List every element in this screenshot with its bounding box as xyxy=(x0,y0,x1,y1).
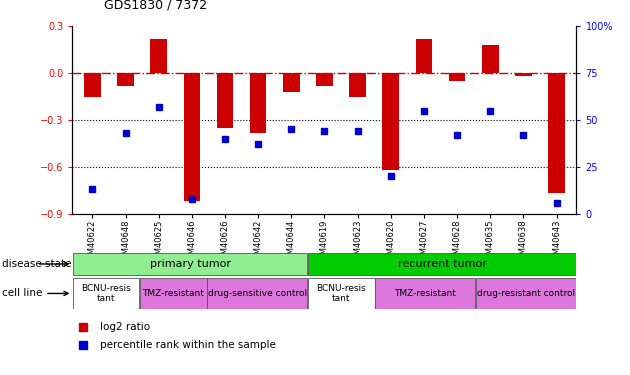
Bar xyxy=(548,73,565,194)
Bar xyxy=(515,73,532,76)
Bar xyxy=(84,73,101,97)
Text: TMZ-resistant: TMZ-resistant xyxy=(394,289,456,298)
Text: BCNU-resis
tant: BCNU-resis tant xyxy=(81,284,131,303)
Text: cell line: cell line xyxy=(2,288,68,298)
Bar xyxy=(416,39,432,73)
Bar xyxy=(140,278,207,309)
Text: primary tumor: primary tumor xyxy=(149,259,231,269)
Bar xyxy=(73,278,139,309)
Bar xyxy=(349,73,366,97)
Bar xyxy=(183,73,200,201)
Text: GDS1830 / 7372: GDS1830 / 7372 xyxy=(104,0,207,11)
Text: log2 ratio: log2 ratio xyxy=(100,322,151,332)
Text: disease state: disease state xyxy=(2,259,71,269)
Text: TMZ-resistant: TMZ-resistant xyxy=(142,289,204,298)
Bar xyxy=(117,73,134,86)
Text: drug-sensitive control: drug-sensitive control xyxy=(208,289,307,298)
Text: percentile rank within the sample: percentile rank within the sample xyxy=(100,340,276,350)
Bar xyxy=(375,278,475,309)
Text: drug-resistant control: drug-resistant control xyxy=(477,289,575,298)
Bar xyxy=(449,73,466,81)
Bar xyxy=(482,45,498,73)
Bar xyxy=(382,73,399,170)
Bar xyxy=(283,73,300,92)
Bar xyxy=(308,253,576,275)
Text: BCNU-resis
tant: BCNU-resis tant xyxy=(316,284,366,303)
Bar xyxy=(308,278,374,309)
Bar xyxy=(151,39,167,73)
Bar xyxy=(316,73,333,86)
Bar xyxy=(217,73,233,128)
Bar xyxy=(73,253,307,275)
Bar xyxy=(476,278,576,309)
Bar xyxy=(250,73,266,132)
Bar xyxy=(207,278,307,309)
Text: recurrent tumor: recurrent tumor xyxy=(398,259,486,269)
